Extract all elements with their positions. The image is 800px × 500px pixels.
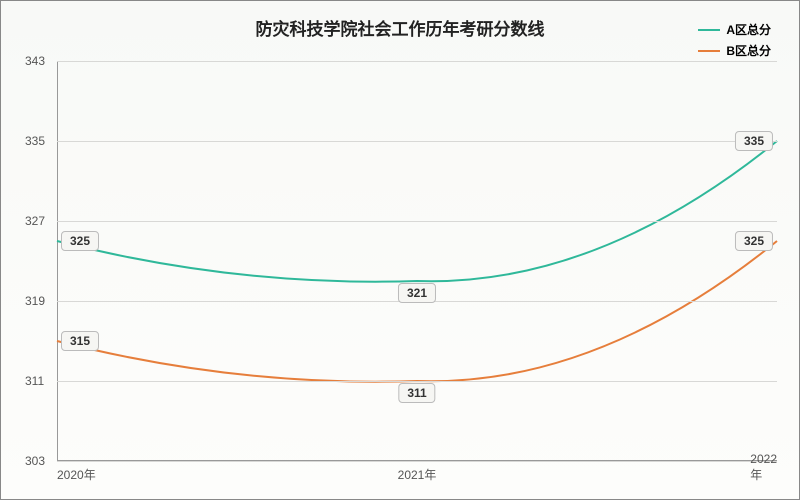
- legend-label-a: A区总分: [726, 21, 771, 38]
- y-tick-label: 319: [25, 294, 45, 308]
- chart-container: 防灾科技学院社会工作历年考研分数线 A区总分 B区总分 303 311 319 327…: [0, 0, 800, 500]
- value-badge: 335: [735, 131, 773, 151]
- legend-label-b: B区总分: [726, 42, 771, 59]
- value-badge: 321: [398, 283, 436, 303]
- gridline: [57, 461, 777, 462]
- x-tick-label: 2022年: [750, 452, 777, 483]
- plot-area: 3033113193273353432020年2021年2022年3253213…: [57, 61, 777, 461]
- value-badge: 325: [61, 231, 99, 251]
- x-tick-label: 2021年: [398, 466, 437, 483]
- y-tick-label: 335: [25, 134, 45, 148]
- legend-swatch-a: [698, 29, 720, 31]
- value-badge: 315: [61, 331, 99, 351]
- gridline: [57, 381, 777, 382]
- y-tick-label: 303: [25, 454, 45, 468]
- y-tick-label: 327: [25, 214, 45, 228]
- gridline: [57, 141, 777, 142]
- gridline: [57, 61, 777, 62]
- legend-item-a: A区总分: [698, 21, 771, 38]
- series-line: [57, 241, 777, 382]
- value-badge: 325: [735, 231, 773, 251]
- y-tick-label: 343: [25, 54, 45, 68]
- gridline: [57, 221, 777, 222]
- legend-item-b: B区总分: [698, 42, 771, 59]
- legend-swatch-b: [698, 50, 720, 52]
- chart-title: 防灾科技学院社会工作历年考研分数线: [256, 15, 545, 40]
- series-line: [57, 141, 777, 282]
- x-tick-label: 2020年: [57, 466, 96, 483]
- value-badge: 311: [398, 383, 435, 403]
- y-tick-label: 311: [25, 374, 44, 388]
- legend: A区总分 B区总分: [698, 21, 771, 63]
